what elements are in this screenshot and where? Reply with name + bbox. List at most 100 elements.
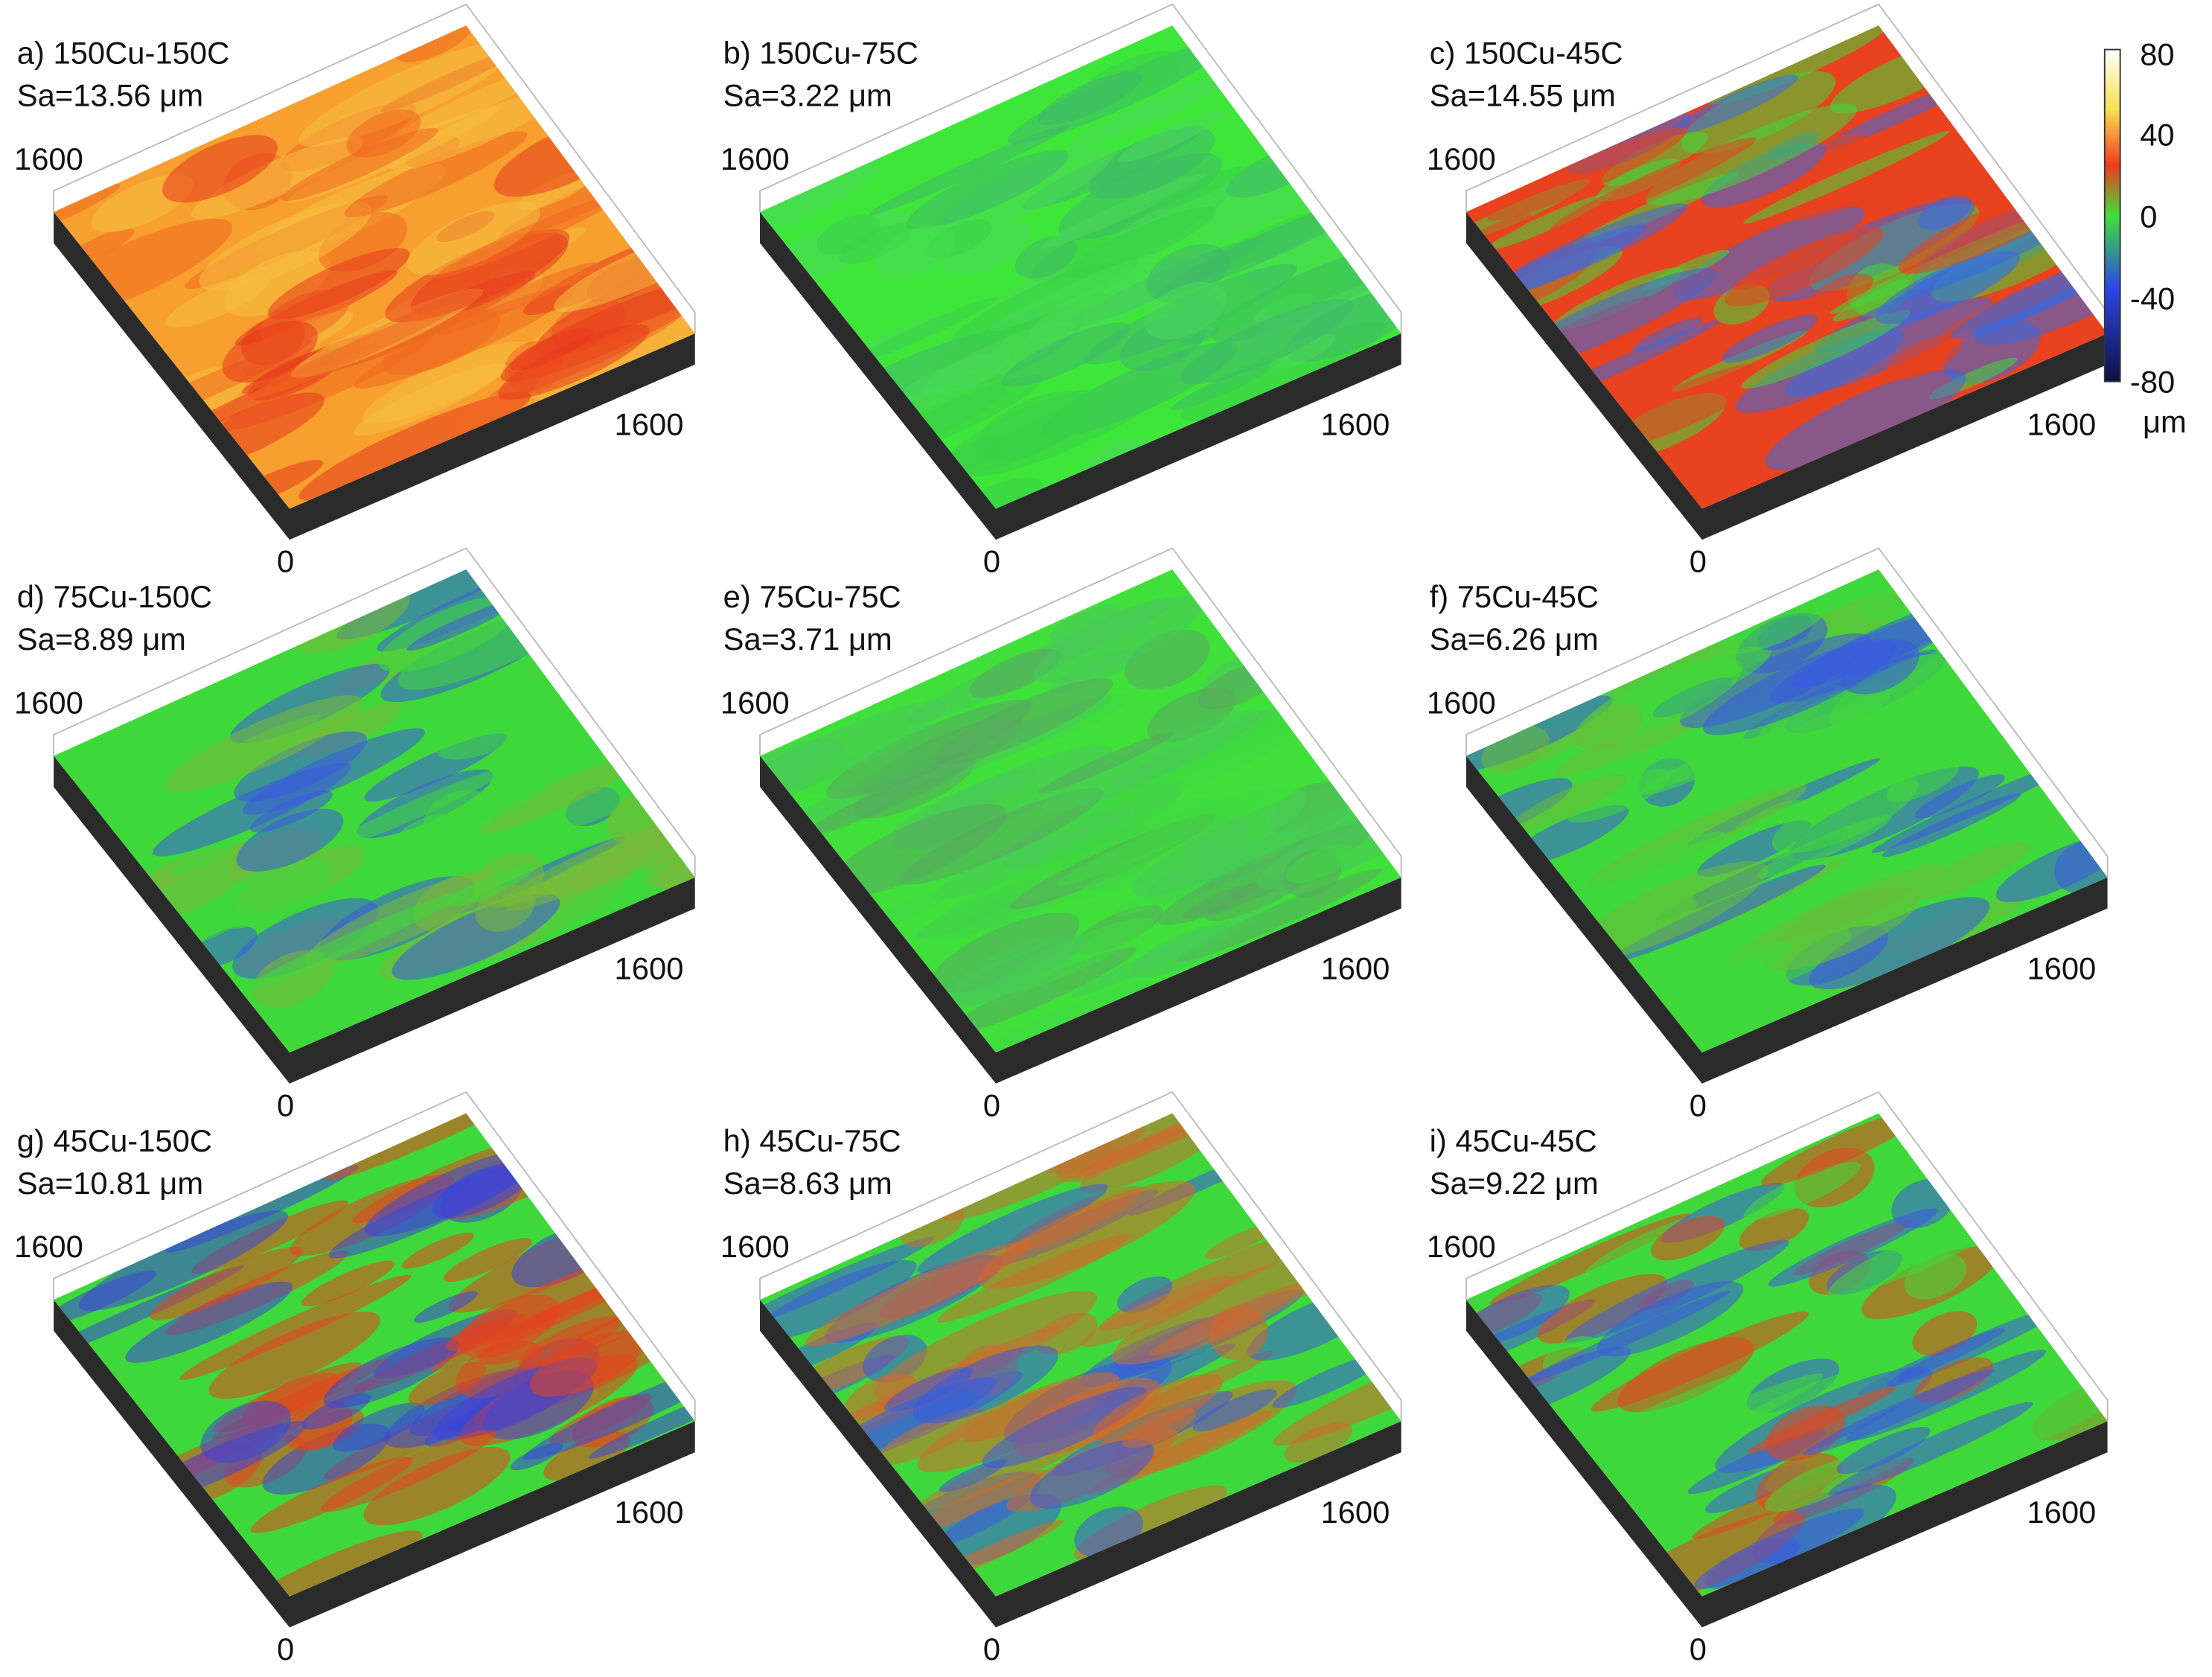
axis-origin: 0 xyxy=(277,1087,294,1122)
surface-patch xyxy=(1651,1216,1725,1261)
surface-patch xyxy=(267,248,410,319)
y-axis-end: 1600 xyxy=(720,686,790,721)
x-axis-end: 1600 xyxy=(2027,1495,2096,1530)
surface-patch xyxy=(385,229,570,322)
x-axis-end: 1600 xyxy=(615,951,684,986)
colorbar: 80 40 0 -40 -80 μm xyxy=(2103,36,2187,439)
surface-patch xyxy=(874,1291,1097,1400)
surface-patch xyxy=(1917,195,1972,230)
surface-patch xyxy=(1272,1354,1386,1408)
surface-panel: d) 75Cu-150C Sa=8.89 μm 1600 1600 0 xyxy=(14,547,696,1122)
surface-side xyxy=(1465,1300,2108,1628)
bounding-box xyxy=(759,1090,1402,1422)
roughness-value: Sa=10.81 μm xyxy=(17,1166,203,1201)
surface-patch xyxy=(498,324,650,400)
bounding-box xyxy=(759,3,1402,334)
surface-patch xyxy=(1645,103,1858,205)
surface-patch xyxy=(1659,767,1789,829)
x-axis-end: 1600 xyxy=(615,407,684,442)
surface-patch xyxy=(1537,1274,1668,1344)
surface-patch xyxy=(1808,273,1873,312)
panel-label: d) 75Cu-150C xyxy=(17,579,212,614)
surface-patch xyxy=(1211,299,1266,330)
surface-texture xyxy=(760,596,1401,1053)
surface-patch xyxy=(423,790,493,846)
surface-patch xyxy=(408,1361,487,1406)
surface-patch xyxy=(875,225,956,278)
panel-label: g) 45Cu-150C xyxy=(17,1123,212,1158)
surface-panel: b) 150Cu-75C Sa=3.22 μm 1600 1600 0 xyxy=(720,3,1402,579)
surface-patch xyxy=(1742,131,1949,224)
y-axis-end: 1600 xyxy=(720,1229,790,1264)
surface-patch xyxy=(232,898,379,979)
panel-label: c) 150Cu-45C xyxy=(1430,36,1623,71)
surface-patch xyxy=(328,1161,537,1259)
surface-patch xyxy=(1284,1422,1353,1463)
surface-patch xyxy=(1065,206,1216,280)
surface-patch xyxy=(1564,1239,1789,1344)
surface-patch xyxy=(1509,774,1627,832)
colorbar-tick: 80 xyxy=(2140,36,2174,71)
surface-patch xyxy=(1914,774,2005,819)
surface-patch xyxy=(646,842,695,890)
surface-patch xyxy=(298,41,517,147)
surface-patch xyxy=(1204,1224,1273,1259)
surface-panel: g) 45Cu-150C Sa=10.81 μm 1600 1600 0 xyxy=(14,1090,696,1667)
surface-patch xyxy=(389,87,566,171)
surface-patch xyxy=(1882,793,2021,857)
surface-patch xyxy=(1029,1439,1154,1509)
x-axis-end: 1600 xyxy=(1320,951,1390,986)
surface-side xyxy=(54,211,695,540)
surface-patch xyxy=(989,253,1161,331)
panel-label: a) 150Cu-150C xyxy=(17,36,229,71)
surface-patch xyxy=(150,1247,303,1320)
surface-patch xyxy=(1183,884,1255,919)
surface-patch xyxy=(1762,886,1920,971)
colorbar-tick: -80 xyxy=(2130,365,2175,400)
surface-patch xyxy=(244,889,467,991)
surface-patch xyxy=(805,1241,1032,1347)
surface-patch xyxy=(912,1345,1058,1424)
surface-patch xyxy=(1768,1208,1938,1287)
axis-origin: 0 xyxy=(1690,1632,1707,1667)
surface-patch xyxy=(1177,869,1382,962)
surface-patch xyxy=(199,201,372,291)
surface-patch xyxy=(839,223,913,265)
surface-patch xyxy=(1556,1368,1754,1458)
surface-patch xyxy=(458,1294,560,1358)
y-axis-end: 1600 xyxy=(1427,141,1496,176)
surface-patch xyxy=(969,648,1061,698)
surface-patch xyxy=(953,477,1044,509)
x-axis-end: 1600 xyxy=(2027,407,2096,442)
surface-patch xyxy=(443,1238,532,1282)
surface-patch xyxy=(1484,203,1688,298)
surface-patch xyxy=(476,758,639,834)
surface-patch xyxy=(234,731,368,802)
surface-patch xyxy=(1487,127,1688,221)
surface-patch xyxy=(854,297,998,363)
surface-patch xyxy=(1663,971,1766,1035)
y-axis-end: 1600 xyxy=(14,141,83,176)
y-axis-end: 1600 xyxy=(720,141,790,176)
surface-patch xyxy=(1640,735,1768,796)
surface-patch xyxy=(1570,860,1768,962)
surface-patch xyxy=(231,1530,423,1597)
surface-patch xyxy=(165,275,269,328)
surface-patch xyxy=(222,321,318,383)
surface-patch xyxy=(1084,437,1144,469)
surface-patch xyxy=(937,947,1137,1039)
surface-patch xyxy=(1739,1207,1809,1251)
surface-side xyxy=(760,211,1401,540)
surface-patch xyxy=(1836,1427,1931,1475)
axis-origin: 0 xyxy=(983,1087,1000,1122)
surface-patch xyxy=(78,1210,288,1312)
surface-patch xyxy=(1793,121,2010,221)
surface-patch xyxy=(1056,799,1248,887)
surface-patch xyxy=(453,397,520,438)
surface-patch xyxy=(200,1401,292,1463)
surface-patch xyxy=(1698,928,1765,962)
surface-patch xyxy=(1913,842,2030,900)
surface-patch xyxy=(1701,142,1826,208)
surface-patch xyxy=(529,1330,645,1397)
